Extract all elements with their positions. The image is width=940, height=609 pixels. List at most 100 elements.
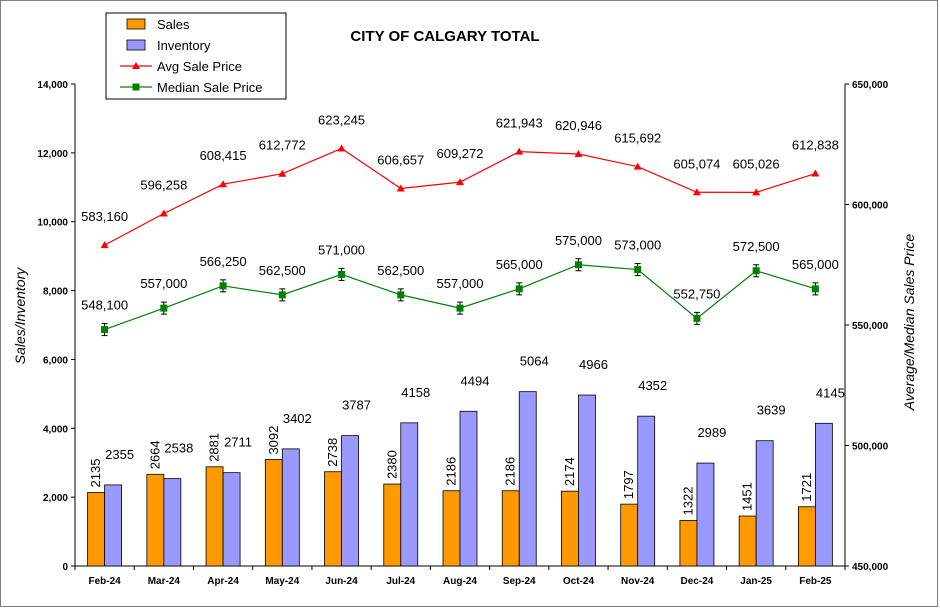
legend-inventory-swatch [126, 39, 146, 51]
inventory-bar [518, 391, 537, 567]
inventory-data-label: 2989 [697, 425, 726, 440]
avg-price-marker [633, 162, 642, 170]
inventory-data-label: 2538 [164, 441, 193, 456]
median-price-data-label: 557,000 [437, 276, 484, 291]
sales-data-label: 1797 [621, 470, 636, 499]
median-price-marker [634, 266, 642, 274]
y-tick-label: 10,000 [37, 218, 68, 229]
median-price-data-label: 572,500 [733, 239, 780, 254]
sales-data-label: 2380 [384, 450, 399, 479]
y2-tick-label: 500,000 [852, 442, 889, 453]
y-tick-label: 12,000 [37, 149, 68, 160]
legend-label: Inventory [157, 38, 211, 53]
sales-data-label: 2881 [207, 433, 222, 462]
avg-price-data-label: 609,272 [437, 146, 484, 161]
inventory-bar [578, 394, 596, 567]
x-tick-label: Nov-24 [621, 576, 655, 587]
avg-price-data-label: 605,074 [673, 156, 720, 171]
inventory-bar [341, 435, 359, 567]
inventory-data-label: 5064 [520, 354, 549, 369]
legend: Sales Inventory Avg Sale Price Median Sale … [105, 12, 287, 100]
avg-price-data-label: 605,026 [733, 156, 780, 171]
legend-square-marker [132, 83, 140, 91]
inventory-data-label: 2355 [105, 447, 134, 462]
inventory-bar [459, 410, 478, 567]
inventory-bar [637, 415, 656, 567]
inventory-data-label: 3639 [757, 403, 786, 418]
x-tick-label: Dec-24 [681, 576, 714, 587]
sales-data-label: 3092 [266, 426, 281, 455]
avg-price-data-label: 612,772 [259, 138, 306, 153]
median-price-marker [811, 285, 819, 293]
avg-price-marker [515, 147, 524, 155]
inventory-data-label: 3787 [342, 398, 371, 413]
avg-price-data-label: 612,838 [792, 138, 839, 153]
x-tick-label: Aug-24 [443, 576, 477, 587]
avg-price-data-label: 583,160 [81, 209, 128, 224]
median-price-data-label: 548,100 [81, 298, 128, 313]
sales-data-label: 2174 [562, 457, 577, 486]
x-tick-label: Jun-24 [325, 576, 358, 587]
y2-axis-title: Average/Median Sales Price [901, 234, 917, 412]
x-tick-label: Feb-25 [799, 576, 832, 587]
median-price-marker [160, 304, 168, 312]
bars [87, 391, 833, 567]
y2-tick-label: 650,000 [852, 80, 889, 91]
sales-data-label: 1721 [799, 473, 814, 502]
inventory-bar [400, 422, 419, 567]
legend-triangle-marker [132, 62, 140, 69]
sales-bar [620, 503, 639, 567]
sales-bar [561, 490, 579, 567]
sales-data-label: 2664 [147, 440, 162, 469]
avg-price-marker [278, 169, 287, 177]
inventory-bar [163, 478, 182, 567]
sales-data-label: 1451 [740, 482, 755, 511]
median-price-marker [456, 304, 464, 312]
inventory-data-label: 4494 [461, 373, 490, 388]
avg-price-marker [811, 169, 820, 177]
avg-price-marker [159, 209, 168, 217]
median-price-marker [101, 326, 109, 334]
median-price-data-label: 557,000 [140, 276, 187, 291]
inventory-data-label: 4966 [579, 357, 608, 372]
median-price-data-label: 573,000 [614, 238, 661, 253]
x-tick-label: May-24 [265, 576, 299, 587]
sales-bar [679, 520, 698, 567]
avg-price-marker [692, 188, 701, 196]
median-price-data-label: 562,500 [259, 263, 306, 278]
y-axis-title: Sales/Inventory [12, 267, 28, 364]
sales-bar [205, 466, 224, 567]
avg-price-data-label: 608,415 [200, 148, 247, 163]
inventory-bar [814, 422, 833, 567]
inventory-data-label: 4158 [401, 385, 430, 400]
inventory-data-label: 4352 [638, 378, 667, 393]
median-price-marker [574, 261, 582, 269]
avg-price-marker [574, 150, 583, 158]
avg-price-marker [219, 180, 228, 188]
x-tick-label: Oct-24 [563, 576, 595, 587]
avg-price-data-label: 596,258 [140, 178, 187, 193]
avg-price-marker [456, 178, 464, 186]
legend-label: Median Sale Price [157, 80, 263, 95]
median-price-marker [515, 285, 523, 293]
sales-bar [501, 490, 520, 567]
sales-bar [87, 492, 106, 567]
sales-bar [146, 473, 165, 567]
sales-bar [738, 515, 757, 567]
legend-label: Sales [157, 17, 190, 32]
inventory-bar [755, 440, 774, 567]
sales-data-label: 2135 [88, 459, 103, 488]
y-tick-label: 2,000 [43, 493, 68, 504]
sales-bar [324, 471, 342, 567]
x-tick-label: Jul-24 [386, 576, 415, 587]
sales-data-label: 2186 [503, 457, 518, 486]
median-price-marker [397, 291, 405, 299]
sales-bar [442, 490, 461, 567]
y-tick-label: 0 [62, 562, 68, 573]
plot-axes: 0 2,000 4,000 6,000 8,000 10,000 12,000 14,000 4… [37, 80, 888, 587]
avg-price-data-label: 621,943 [496, 116, 543, 131]
avg-price-marker [752, 188, 761, 196]
sales-data-label: 2738 [325, 438, 340, 467]
